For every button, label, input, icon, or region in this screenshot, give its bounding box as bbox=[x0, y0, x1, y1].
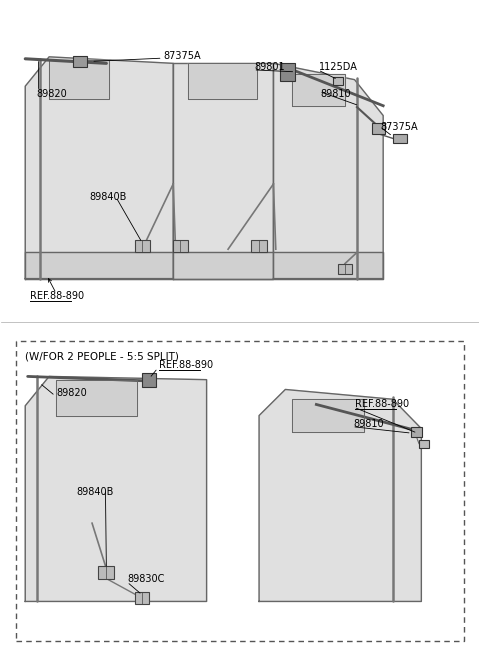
Text: 89840B: 89840B bbox=[90, 192, 127, 202]
Bar bbox=[173, 240, 188, 252]
Bar bbox=[73, 56, 87, 67]
Text: REF.88-890: REF.88-890 bbox=[30, 291, 84, 301]
Text: REF.88-890: REF.88-890 bbox=[355, 399, 408, 409]
Text: 89840B: 89840B bbox=[77, 487, 114, 497]
Polygon shape bbox=[25, 377, 206, 601]
Polygon shape bbox=[292, 75, 345, 105]
Polygon shape bbox=[49, 60, 109, 99]
Text: 89820: 89820 bbox=[56, 388, 87, 398]
Polygon shape bbox=[56, 380, 137, 415]
Bar bbox=[372, 123, 385, 134]
Bar bbox=[338, 263, 352, 274]
Text: 89810: 89810 bbox=[353, 419, 384, 429]
Text: 89830C: 89830C bbox=[128, 574, 165, 584]
Text: 89801: 89801 bbox=[254, 62, 285, 71]
Bar bbox=[411, 426, 422, 437]
Bar bbox=[134, 240, 150, 252]
Bar bbox=[135, 592, 149, 604]
Polygon shape bbox=[259, 390, 421, 601]
Bar bbox=[280, 63, 295, 81]
Bar bbox=[142, 373, 156, 387]
Bar bbox=[16, 341, 464, 641]
Bar bbox=[98, 565, 115, 578]
Bar bbox=[393, 134, 407, 143]
Bar bbox=[419, 440, 429, 447]
Text: 87375A: 87375A bbox=[381, 122, 419, 132]
Text: 87375A: 87375A bbox=[164, 50, 201, 60]
Text: 89810: 89810 bbox=[320, 89, 351, 99]
Bar bbox=[252, 240, 267, 252]
Text: (W/FOR 2 PEOPLE - 5:5 SPLIT): (W/FOR 2 PEOPLE - 5:5 SPLIT) bbox=[25, 352, 179, 362]
Polygon shape bbox=[25, 252, 383, 278]
Text: 89820: 89820 bbox=[36, 89, 67, 99]
Polygon shape bbox=[188, 64, 257, 99]
Polygon shape bbox=[173, 64, 274, 278]
Polygon shape bbox=[25, 57, 173, 278]
Polygon shape bbox=[274, 64, 383, 278]
Text: REF.88-890: REF.88-890 bbox=[159, 360, 213, 369]
Polygon shape bbox=[291, 400, 364, 432]
Bar bbox=[333, 77, 343, 85]
Text: 1125DA: 1125DA bbox=[319, 62, 358, 71]
